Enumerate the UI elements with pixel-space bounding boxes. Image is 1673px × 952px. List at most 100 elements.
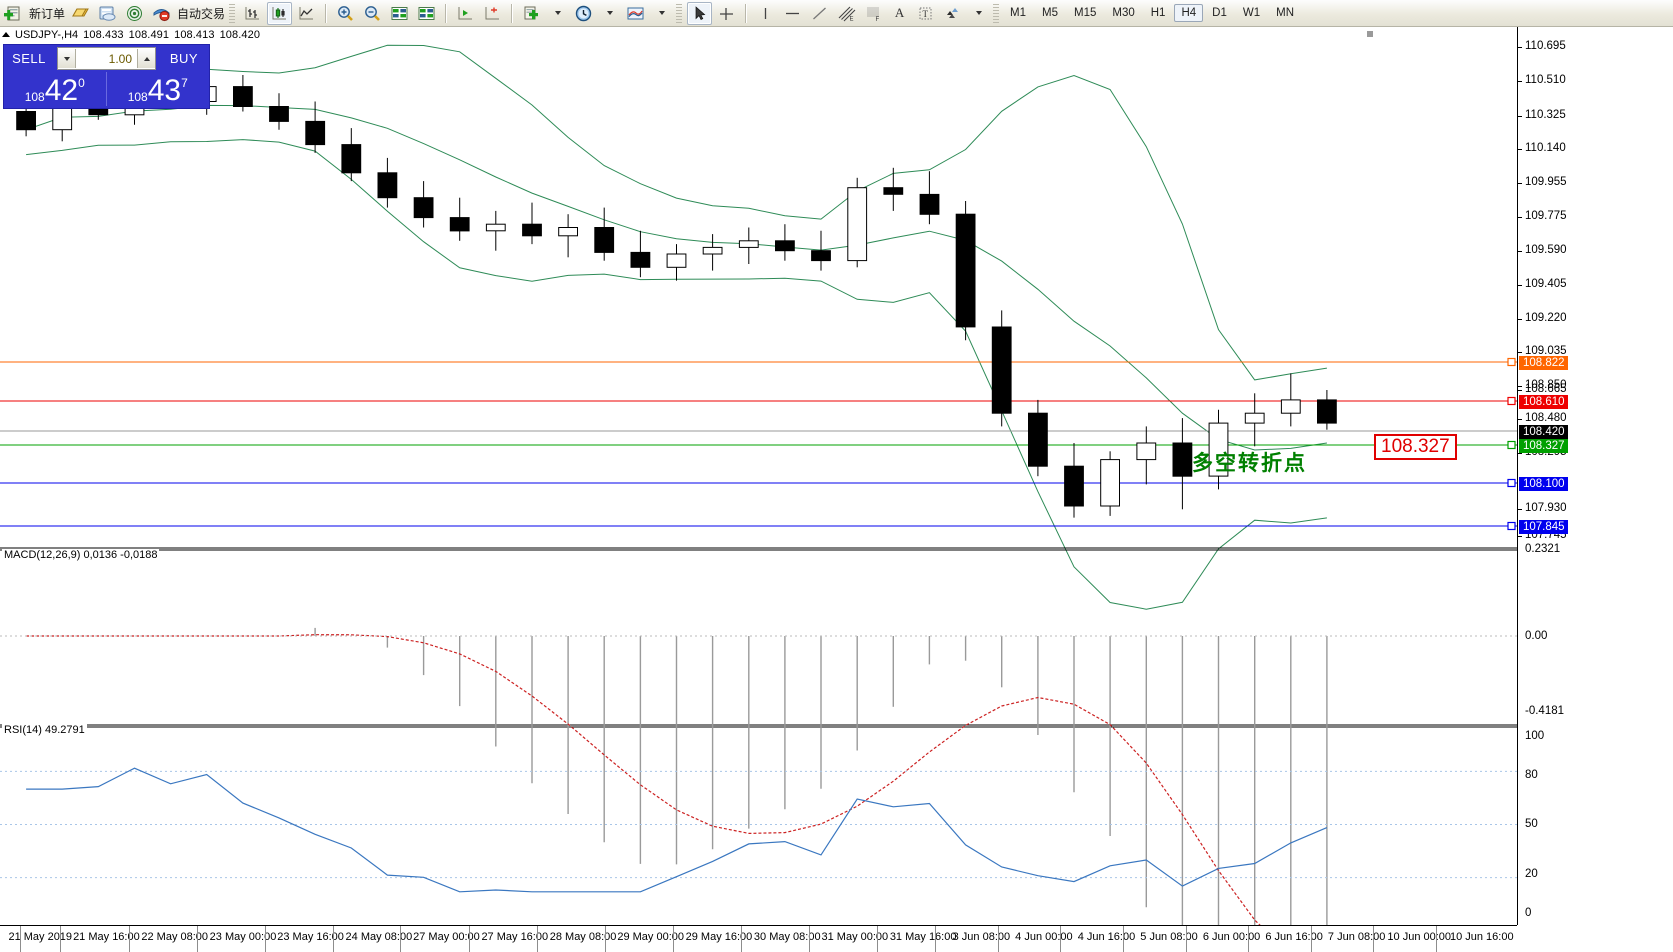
volume-value[interactable]: 1.00 [108, 51, 132, 66]
time-axis-label: 28 May 08:00 [549, 931, 617, 943]
market-watch-icon[interactable] [122, 2, 147, 25]
toolbar-grip[interactable] [229, 3, 236, 23]
line-chart-icon[interactable] [294, 2, 319, 25]
ohlc-close: 108.420 [219, 28, 261, 41]
price-tick: 108.850 [1518, 379, 1567, 391]
price-level-tag[interactable]: 108.327 [1519, 439, 1568, 453]
profiles-icon[interactable] [95, 2, 120, 25]
shapes-dropdown-icon[interactable] [967, 2, 990, 25]
price-tick-label: 107.930 [1525, 502, 1567, 514]
volume-stepper[interactable]: 1.00 [57, 47, 156, 70]
toolbar-separator-4 [745, 3, 748, 23]
price-tick: 108.665 [1518, 383, 1567, 395]
templates-dropdown-icon[interactable] [650, 2, 673, 25]
candlestick-chart-icon[interactable] [267, 1, 293, 25]
price-level-tag[interactable]: 108.100 [1519, 477, 1568, 491]
symbol-header: USDJPY-,H4 108.433 108.491 108.413 108.4… [0, 28, 260, 41]
folder-icon[interactable] [68, 2, 93, 25]
chart-shift-icon[interactable] [453, 2, 478, 25]
timeframe-m15[interactable]: M15 [1074, 7, 1097, 19]
crosshair-icon[interactable] [714, 2, 739, 25]
cursor-icon[interactable] [687, 1, 713, 25]
timeframe-mn[interactable]: MN [1276, 7, 1294, 19]
buy-label[interactable]: BUY [169, 51, 199, 66]
indicators-dropdown-icon[interactable] [546, 2, 569, 25]
new-order-label[interactable]: 新订单 [29, 6, 66, 21]
rsi-indicator-label[interactable]: RSI(14) 49.2791 [2, 724, 87, 736]
zoom-out-icon[interactable] [360, 2, 385, 25]
timeframe-h4[interactable]: H4 [1174, 4, 1204, 22]
time-axis-separator [997, 926, 999, 952]
timeframe-m1[interactable]: M1 [1010, 7, 1027, 19]
time-axis-label: 23 May 00:00 [209, 931, 277, 943]
price-level-tag[interactable]: 108.610 [1519, 395, 1568, 409]
toolbar-grip-3[interactable] [993, 3, 1000, 23]
toolbar-separator-3 [511, 3, 514, 23]
timeframe-m30[interactable]: M30 [1112, 7, 1135, 19]
one-click-trading-panel[interactable]: SELL 1.00 BUY 108 42 0 108 43 7 [3, 44, 210, 109]
price-tick-label: 108.850 [1525, 379, 1567, 391]
auto-scroll-icon[interactable] [480, 2, 505, 25]
timeframe-w1[interactable]: W1 [1242, 7, 1261, 19]
periodicity-icon[interactable] [571, 2, 596, 25]
indicators-icon[interactable] [519, 2, 544, 25]
time-axis-label: 30 May 08:00 [753, 931, 821, 943]
shapes-icon[interactable] [940, 2, 965, 25]
collapse-triangle-icon[interactable] [2, 32, 10, 37]
volume-decrease-button[interactable] [58, 49, 76, 68]
text-label-icon[interactable]: T [913, 2, 938, 25]
time-axis-separator [20, 926, 22, 952]
toolbar-separator [325, 3, 328, 23]
time-axis-separator [672, 926, 674, 952]
periodicity-dropdown-icon[interactable] [598, 2, 621, 25]
text-icon[interactable]: A [894, 5, 905, 20]
toolbar-separator-2 [445, 3, 448, 23]
time-axis-separator [604, 926, 606, 952]
chart-annotation-text[interactable]: 多空转折点 [1192, 451, 1307, 475]
trade-panel-prices: 108 42 0 108 43 7 [4, 72, 209, 106]
time-axis-separator [400, 926, 402, 952]
sell-price-pip: 0 [78, 76, 85, 90]
price-callout-box[interactable]: 108.327 [1374, 434, 1457, 460]
new-order-icon[interactable] [1, 2, 26, 25]
price-tick-label: 109.035 [1525, 345, 1567, 357]
timeframe-d1[interactable]: D1 [1212, 7, 1227, 19]
price-level-tag[interactable]: 108.822 [1519, 356, 1568, 370]
bar-chart-icon[interactable] [240, 2, 265, 25]
macd-indicator-label[interactable]: MACD(12,26,9) 0,0136 -0,0188 [2, 549, 160, 561]
volume-increase-button[interactable] [137, 49, 155, 68]
price-tick-label: 109.220 [1525, 312, 1567, 324]
autotrading-icon[interactable] [149, 2, 174, 25]
time-axis-label: 6 Jun 16:00 [1265, 931, 1323, 943]
price-tick: 109.775 [1518, 210, 1567, 222]
sell-price-button[interactable]: 108 42 0 [4, 72, 107, 106]
buy-price-button[interactable]: 108 43 7 [107, 72, 210, 106]
fibonacci-icon[interactable]: F [861, 2, 886, 25]
vertical-line-icon[interactable] [753, 2, 778, 25]
price-chart-pane[interactable] [0, 41, 1517, 925]
chart-scroll-nub[interactable] [1367, 31, 1373, 37]
templates-icon[interactable] [623, 2, 648, 25]
time-axis-separator [1060, 926, 1062, 952]
price-level-tag[interactable]: 108.420 [1519, 425, 1568, 439]
price-tick: 110.695 [1518, 40, 1566, 52]
zoom-in-icon[interactable] [333, 2, 358, 25]
timeframe-m5[interactable]: M5 [1042, 7, 1058, 19]
price-axis[interactable]: 110.695 110.510 110.325 110.140 109.955 109.7… [1517, 27, 1673, 925]
time-axis-label: 23 May 16:00 [277, 931, 344, 943]
timeframe-group: M1 M5 M15 M30 H1 H4 D1 W1 MN [1003, 4, 1301, 22]
trendline-icon[interactable] [807, 2, 832, 25]
timeframe-h1[interactable]: H1 [1150, 7, 1166, 19]
price-tick-label: 108.480 [1525, 412, 1567, 424]
time-axis-label: 27 May 00:00 [413, 931, 480, 943]
data-window-icon[interactable] [387, 2, 412, 25]
price-level-tag[interactable]: 107.845 [1519, 520, 1568, 534]
autotrading-label[interactable]: 自动交易 [177, 6, 226, 21]
equidistant-channel-icon[interactable]: E [834, 2, 859, 25]
horizontal-line-icon[interactable] [780, 2, 805, 25]
grid-icon[interactable] [414, 2, 439, 25]
sell-label[interactable]: SELL [12, 51, 46, 66]
time-axis[interactable]: 21 May 2019 21 May 16:00 22 May 08:00 23 Ma… [0, 925, 1517, 952]
toolbar-grip-2[interactable] [676, 3, 683, 23]
symbol-name: USDJPY-,H4 [15, 28, 79, 41]
